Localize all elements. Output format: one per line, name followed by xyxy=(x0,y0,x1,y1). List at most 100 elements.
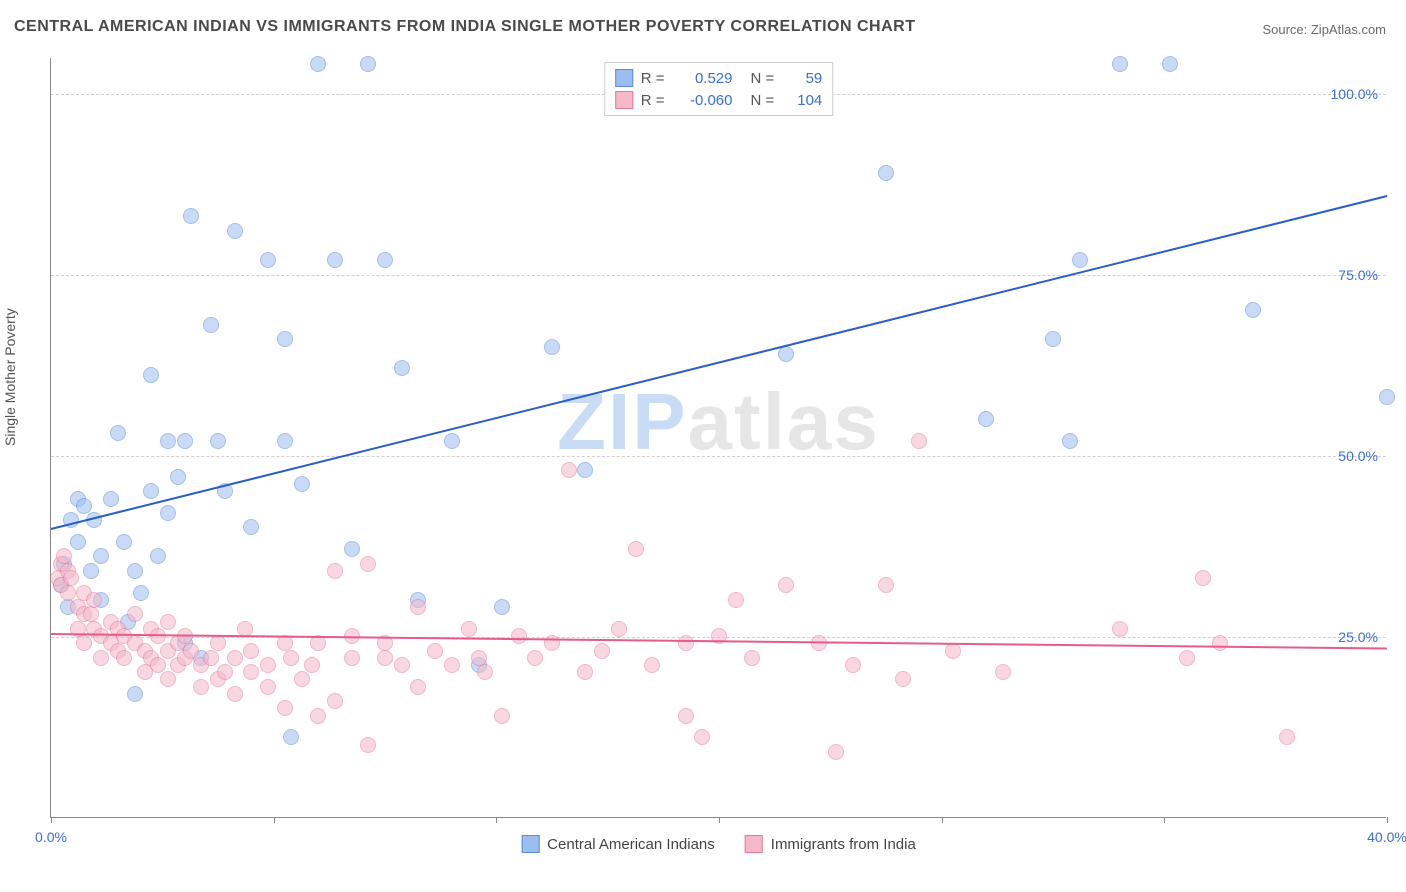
legend-swatch xyxy=(521,835,539,853)
x-tick-mark xyxy=(942,817,943,823)
scatter-point xyxy=(1212,635,1228,651)
scatter-point xyxy=(327,252,343,268)
scatter-point xyxy=(110,425,126,441)
scatter-point xyxy=(177,433,193,449)
scatter-point xyxy=(183,643,199,659)
scatter-point xyxy=(360,737,376,753)
scatter-point xyxy=(210,635,226,651)
scatter-point xyxy=(193,679,209,695)
legend-swatch xyxy=(615,91,633,109)
scatter-point xyxy=(1245,302,1261,318)
scatter-point xyxy=(150,657,166,673)
scatter-point xyxy=(1062,433,1078,449)
scatter-point xyxy=(310,56,326,72)
scatter-point xyxy=(744,650,760,666)
scatter-point xyxy=(76,498,92,514)
legend-correlation: R = 0.529 N = 59 R =-0.060N =104 xyxy=(604,62,834,116)
scatter-point xyxy=(127,606,143,622)
scatter-point xyxy=(160,433,176,449)
scatter-point xyxy=(277,331,293,347)
scatter-point xyxy=(170,469,186,485)
scatter-point xyxy=(143,367,159,383)
scatter-point xyxy=(203,317,219,333)
legend-r-label: R = xyxy=(641,92,665,109)
scatter-point xyxy=(160,671,176,687)
scatter-point xyxy=(344,650,360,666)
scatter-point xyxy=(360,56,376,72)
scatter-point xyxy=(494,708,510,724)
scatter-point xyxy=(544,339,560,355)
scatter-point xyxy=(83,606,99,622)
x-tick-mark xyxy=(51,817,52,823)
legend-r-value: 0.529 xyxy=(673,70,733,87)
scatter-point xyxy=(410,599,426,615)
scatter-point xyxy=(183,208,199,224)
scatter-point xyxy=(227,223,243,239)
x-tick-mark xyxy=(496,817,497,823)
x-tick-mark xyxy=(719,817,720,823)
scatter-point xyxy=(628,541,644,557)
scatter-point xyxy=(895,671,911,687)
x-tick-label: 0.0% xyxy=(35,829,67,845)
scatter-point xyxy=(160,614,176,630)
scatter-point xyxy=(995,664,1011,680)
scatter-point xyxy=(878,577,894,593)
scatter-point xyxy=(561,462,577,478)
scatter-point xyxy=(377,252,393,268)
y-axis-label: Single Mother Poverty xyxy=(2,308,18,446)
legend-r-label: R = xyxy=(641,70,665,87)
x-tick-label: 40.0% xyxy=(1367,829,1406,845)
legend-item: Immigrants from India xyxy=(745,835,916,853)
legend-n-label: N = xyxy=(751,70,775,87)
scatter-point xyxy=(217,664,233,680)
scatter-point xyxy=(133,585,149,601)
scatter-point xyxy=(127,563,143,579)
scatter-point xyxy=(1162,56,1178,72)
scatter-point xyxy=(294,671,310,687)
scatter-point xyxy=(243,519,259,535)
y-tick-label: 50.0% xyxy=(1338,448,1378,464)
scatter-point xyxy=(277,433,293,449)
scatter-point xyxy=(1045,331,1061,347)
scatter-point xyxy=(83,563,99,579)
scatter-point xyxy=(911,433,927,449)
scatter-point xyxy=(644,657,660,673)
chart-title: CENTRAL AMERICAN INDIAN VS IMMIGRANTS FR… xyxy=(14,18,915,36)
y-tick-label: 75.0% xyxy=(1338,267,1378,283)
y-tick-label: 25.0% xyxy=(1338,629,1378,645)
scatter-point xyxy=(344,541,360,557)
scatter-point xyxy=(1179,650,1195,666)
scatter-point xyxy=(243,664,259,680)
scatter-point xyxy=(1112,621,1128,637)
scatter-point xyxy=(444,657,460,673)
scatter-point xyxy=(210,433,226,449)
legend-swatch xyxy=(615,69,633,87)
scatter-point xyxy=(116,650,132,666)
scatter-point xyxy=(1072,252,1088,268)
scatter-point xyxy=(728,592,744,608)
legend-item-label: Central American Indians xyxy=(547,836,715,853)
scatter-point xyxy=(845,657,861,673)
scatter-point xyxy=(577,462,593,478)
scatter-point xyxy=(86,592,102,608)
scatter-point xyxy=(260,679,276,695)
scatter-point xyxy=(63,570,79,586)
legend-n-value: 59 xyxy=(782,70,822,87)
scatter-point xyxy=(304,657,320,673)
scatter-point xyxy=(678,708,694,724)
scatter-point xyxy=(283,650,299,666)
legend-swatch xyxy=(745,835,763,853)
gridline xyxy=(51,275,1386,276)
scatter-point xyxy=(527,650,543,666)
trend-line xyxy=(51,196,1387,531)
x-tick-mark xyxy=(1387,817,1388,823)
scatter-point xyxy=(594,643,610,659)
scatter-point xyxy=(116,534,132,550)
scatter-point xyxy=(427,643,443,659)
scatter-point xyxy=(494,599,510,615)
scatter-point xyxy=(76,635,92,651)
legend-row: R =-0.060N =104 xyxy=(615,89,823,111)
legend-item: Central American Indians xyxy=(521,835,715,853)
scatter-point xyxy=(678,635,694,651)
scatter-point xyxy=(410,679,426,695)
